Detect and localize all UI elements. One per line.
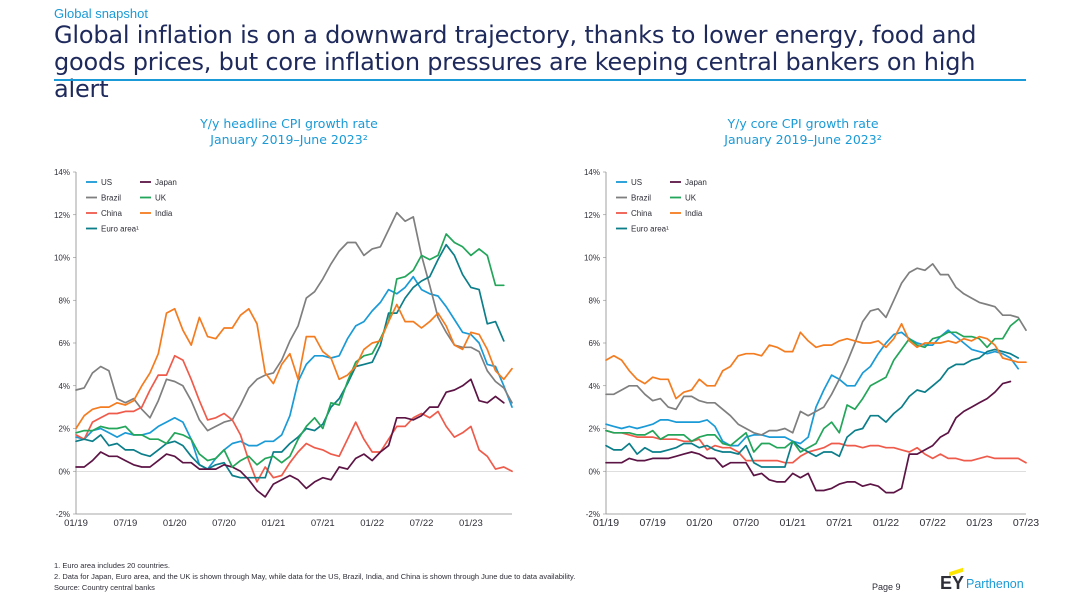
series-line-brazil <box>605 263 1027 436</box>
x-tick-label: 07/23 <box>1013 517 1039 529</box>
core-cpi-chart: -2% 0% 2% 4% 6% 8% 10% 12% 14% 01/19 07/19 01/20 07/… <box>584 168 1039 529</box>
x-tick-label: 01/21 <box>262 518 286 529</box>
series-line-china <box>75 354 513 483</box>
legend-label: India <box>685 209 703 218</box>
x-tick-label: 07/20 <box>733 517 759 529</box>
series-line-brazil <box>75 211 513 432</box>
series-line-china <box>605 429 1027 464</box>
x-tick-label: 01/21 <box>780 517 806 529</box>
chart-title-headline: Y/y headline CPI growth rate January 201… <box>94 116 484 148</box>
legend-item-us: US <box>86 178 112 187</box>
legend-label: US <box>631 178 642 187</box>
legend-item-uk: UK <box>670 194 697 203</box>
x-tick-label: 07/20 <box>212 518 236 529</box>
legend-item-uk: UK <box>140 194 167 203</box>
y-tick-label: 10% <box>54 254 70 263</box>
x-tick-label: 01/22 <box>873 517 899 529</box>
y-tick-label: -2% <box>56 510 70 519</box>
footnotes: 1. Euro area includes 20 countries. 2. D… <box>54 560 575 593</box>
y-tick-label: 4% <box>58 382 70 391</box>
series-line-uk <box>605 318 1020 453</box>
logo-ey-text: EY <box>940 573 965 593</box>
y-tick-label: 0% <box>588 467 600 476</box>
series-line-euro-area <box>605 348 1020 468</box>
x-tick-label: 07/21 <box>826 517 852 529</box>
series-line-india <box>75 303 513 430</box>
legend-item-us: US <box>616 178 642 187</box>
series-line-india <box>605 322 1027 400</box>
y-tick-label: 12% <box>584 211 600 220</box>
footnote-2: 2. Data for Japan, Euro area, and the UK… <box>54 572 576 581</box>
chart-title-core-text: Y/y core CPI growth rate <box>727 116 879 131</box>
x-tick-label: 01/19 <box>64 518 88 529</box>
legend-label: Brazil <box>101 194 121 203</box>
y-tick-label: 8% <box>588 296 600 305</box>
legend-label: UK <box>685 194 697 203</box>
x-tick-label: 01/19 <box>593 517 619 529</box>
legend-label: Euro area¹ <box>101 225 139 234</box>
headline-cpi-chart: -2% 0% 2% 4% 6% 8% 10% 12% 14% 01/19 07/19 01/20 07/… <box>54 168 513 529</box>
y-tick-label: 10% <box>584 254 600 263</box>
header-rule <box>54 79 1026 81</box>
x-tick-label: 07/19 <box>640 517 666 529</box>
legend-label: US <box>101 178 112 187</box>
series-line-us <box>605 329 1020 447</box>
y-tick-label: -2% <box>586 510 600 519</box>
ey-parthenon-logo: EY Parthenon <box>940 567 1030 597</box>
y-tick-label: 14% <box>584 168 600 177</box>
x-tick-label: 07/19 <box>113 518 137 529</box>
y-tick-label: 2% <box>588 425 600 434</box>
legend-label: Japan <box>685 178 707 187</box>
legend-label: Japan <box>155 178 177 187</box>
legend-item-japan: Japan <box>670 178 707 187</box>
legend-label: China <box>631 209 652 218</box>
legend-item-euro-area: Euro area¹ <box>616 225 669 234</box>
x-tick-label: 01/22 <box>360 518 384 529</box>
legend-item-china: China <box>616 209 652 218</box>
y-tick-label: 12% <box>54 211 70 220</box>
page-number: Page 9 <box>872 582 901 592</box>
y-tick-label: 4% <box>588 382 600 391</box>
x-tick-label: 07/22 <box>920 517 946 529</box>
series-line-uk <box>75 233 505 468</box>
series-line-us <box>75 275 513 470</box>
footnote-1: 1. Euro area includes 20 countries. <box>54 561 170 570</box>
series-line-japan <box>605 380 1012 494</box>
series-line-euro-area <box>75 243 505 479</box>
x-tick-label: 01/20 <box>686 517 712 529</box>
legend-label: India <box>155 209 173 218</box>
legend-item-india: India <box>670 209 703 218</box>
y-tick-label: 14% <box>54 168 70 177</box>
page-headline: Global inflation is on a downward trajec… <box>54 21 977 103</box>
legend-item-euro-area: Euro area¹ <box>86 225 139 234</box>
y-tick-label: 2% <box>58 425 70 434</box>
legend-label: Brazil <box>631 194 651 203</box>
legend-label: China <box>101 209 122 218</box>
x-tick-label: 07/22 <box>410 518 434 529</box>
series-line-japan <box>75 378 505 498</box>
legend-item-japan: Japan <box>140 178 177 187</box>
source-note: Source: Country central banks <box>54 583 155 592</box>
chart-subtitle-headline: January 2019–June 2023² <box>210 132 368 147</box>
legend-label: Euro area¹ <box>631 225 669 234</box>
logo-brand-text: Parthenon <box>966 577 1024 591</box>
chart-title-core: Y/y core CPI growth rate January 2019–Ju… <box>608 116 998 148</box>
x-tick-label: 01/20 <box>163 518 187 529</box>
legend-item-brazil: Brazil <box>616 194 651 203</box>
legend-item-brazil: Brazil <box>86 194 121 203</box>
legend-item-india: India <box>140 209 173 218</box>
x-tick-label: 01/23 <box>966 517 992 529</box>
chart-subtitle-core: January 2019–June 2023² <box>724 132 882 147</box>
y-tick-label: 0% <box>58 467 70 476</box>
x-tick-label: 01/23 <box>459 518 483 529</box>
section-label: Global snapshot <box>54 6 148 21</box>
y-tick-label: 8% <box>58 296 70 305</box>
y-tick-label: 6% <box>588 339 600 348</box>
y-tick-label: 6% <box>58 339 70 348</box>
x-tick-label: 07/21 <box>311 518 335 529</box>
legend-label: UK <box>155 194 167 203</box>
legend-item-china: China <box>86 209 122 218</box>
chart-title-headline-text: Y/y headline CPI growth rate <box>200 116 378 131</box>
